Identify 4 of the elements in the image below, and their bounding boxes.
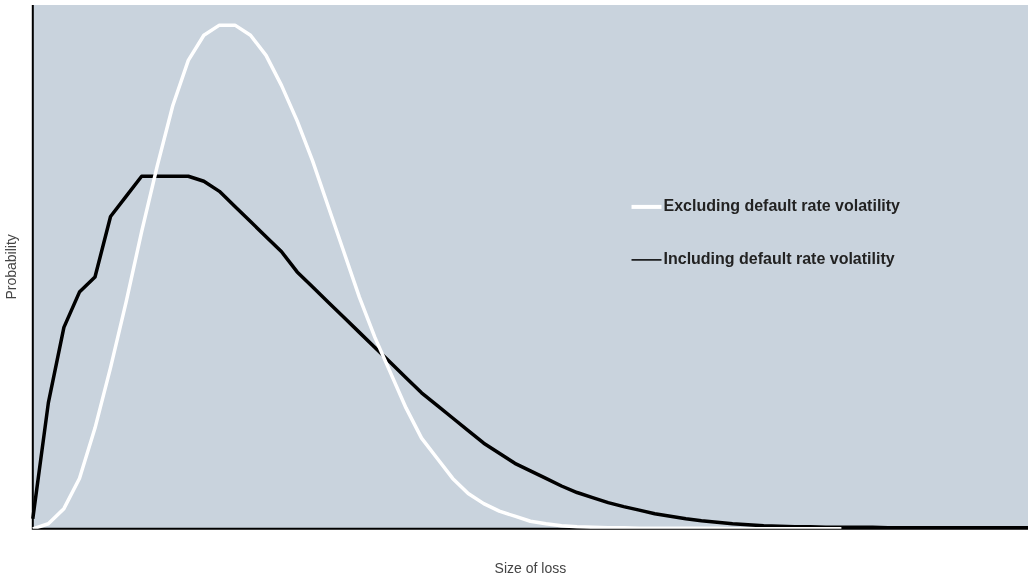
legend-label: Including default rate volatility — [663, 250, 895, 268]
x-axis-title: Size of loss — [494, 560, 567, 577]
y-axis-title: Probability — [3, 234, 20, 300]
legend-label: Excluding default rate volatility — [663, 197, 901, 215]
